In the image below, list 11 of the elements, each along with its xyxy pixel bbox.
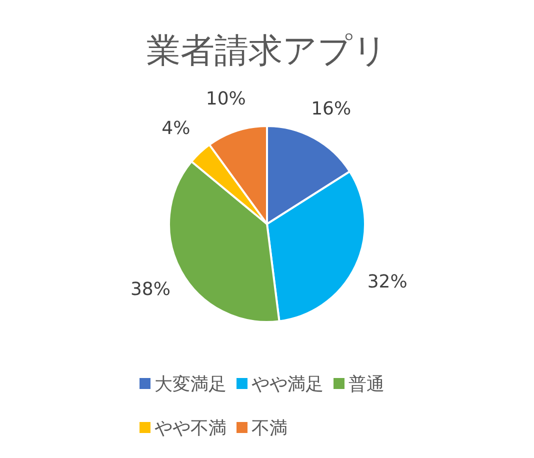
data-label: 10% [206, 88, 246, 110]
legend-label: やや不満 [154, 418, 226, 439]
legend-label: やや満足 [252, 374, 324, 395]
data-label: 4% [162, 118, 190, 140]
legend-label: 普通 [348, 374, 384, 395]
legend-label: 大変満足 [154, 374, 226, 395]
chart-title: 業者請求アプリ [146, 31, 388, 71]
legend-label: 不満 [252, 418, 288, 439]
data-label: 38% [130, 279, 170, 300]
data-label: 32% [367, 272, 408, 293]
data-label: 16% [311, 98, 352, 120]
